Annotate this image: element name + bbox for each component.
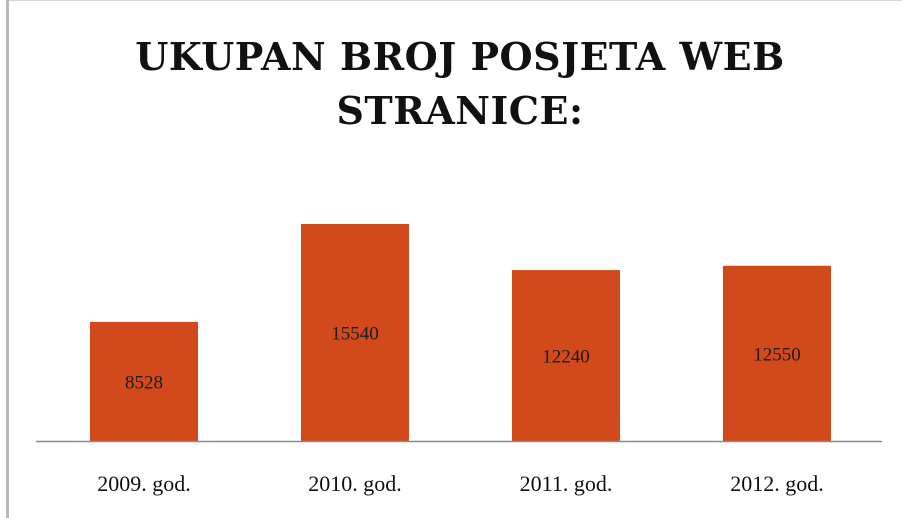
x-tick-label-4: 2012. god.: [730, 471, 824, 496]
x-tick-label-3: 2011. god.: [520, 471, 613, 496]
chart-title-line-1: UKUPAN BROJ POSJETA WEB: [135, 34, 785, 79]
x-tick-label-1: 2009. god.: [97, 471, 191, 496]
x-tick-labels: 2009. god. 2010. god. 2011. god. 2012. god.: [97, 471, 824, 496]
bars-group: 8528 15540 12240 12550: [90, 224, 831, 441]
data-label-2: 15540: [331, 324, 379, 345]
bar-2: [301, 224, 409, 441]
chart-title: UKUPAN BROJ POSJETA WEB STRANICE:: [60, 30, 860, 138]
x-tick-label-2: 2010. god.: [308, 471, 402, 496]
chart-title-line-2: STRANICE:: [336, 88, 584, 133]
frame-top-border: [9, 0, 902, 1]
data-label-1: 8528: [125, 372, 163, 393]
bar-4: [723, 265, 831, 441]
bar-1: [90, 321, 198, 441]
frame-left-border: [6, 0, 9, 518]
data-label-3: 12240: [542, 347, 590, 368]
bar-3: [512, 270, 620, 441]
data-label-4: 12550: [753, 344, 801, 365]
